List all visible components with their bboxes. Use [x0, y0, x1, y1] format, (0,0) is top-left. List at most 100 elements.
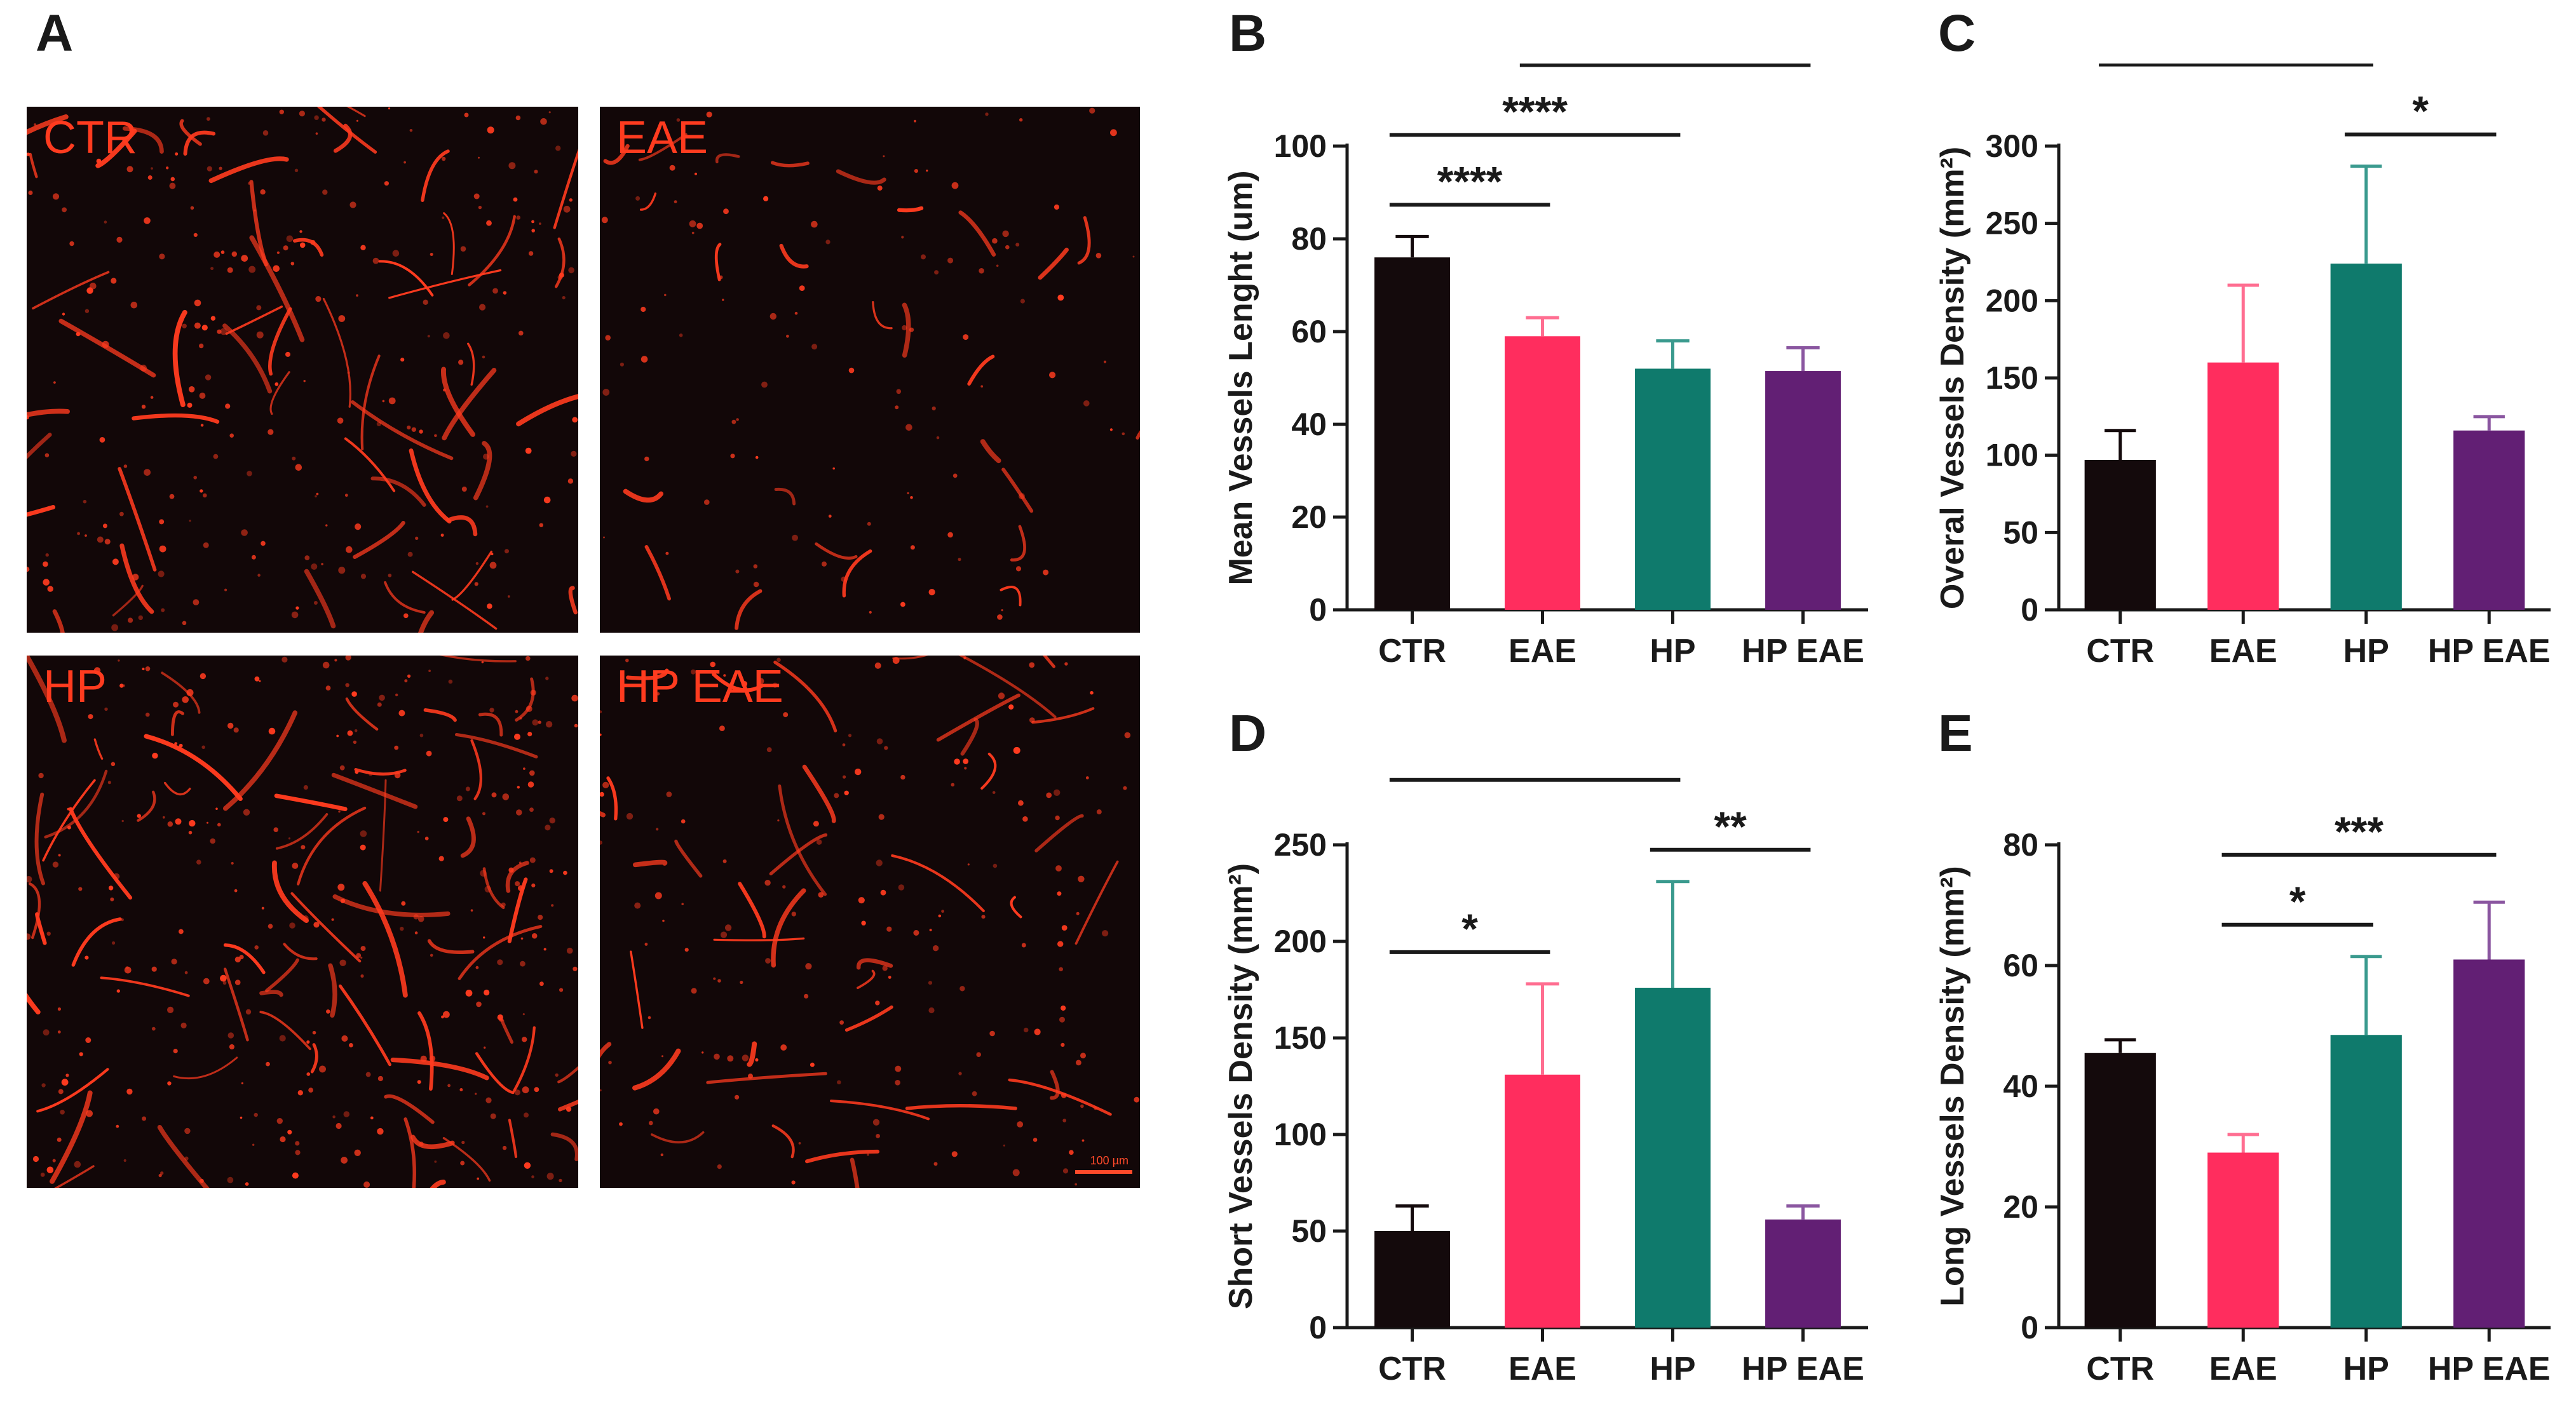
- vessel-dot: [38, 772, 44, 779]
- vessel-segment: [1038, 247, 1069, 280]
- vessel-dot: [229, 433, 234, 438]
- vessel-dot: [150, 396, 154, 399]
- vessel-dot: [398, 710, 405, 717]
- vessel-segment: [384, 581, 426, 614]
- vessel-segment: [805, 1149, 880, 1164]
- vessel-dot: [32, 1155, 39, 1162]
- vessel-dot: [96, 158, 102, 164]
- vessel-dot: [1021, 943, 1026, 948]
- vessel-segment: [891, 854, 985, 913]
- vessel-dot: [676, 118, 681, 122]
- vessel-dot: [947, 532, 953, 538]
- vessel-dot: [167, 821, 173, 827]
- vessel-dot: [713, 977, 716, 980]
- vessel-dot: [1003, 1144, 1005, 1147]
- vessel-segment: [409, 448, 452, 524]
- vessel-segment: [606, 776, 618, 821]
- vessel-dot: [356, 294, 358, 297]
- vessel-dot: [1013, 746, 1020, 754]
- vessel-dot: [1123, 786, 1127, 790]
- vessel-dot: [116, 989, 120, 993]
- vessel-dot: [1005, 245, 1010, 250]
- vessel-dot: [179, 929, 184, 934]
- vessel-dot: [929, 929, 932, 932]
- y-tick-label: 200: [1274, 924, 1327, 959]
- vessel-dot: [985, 112, 989, 116]
- vessel-dot: [483, 454, 489, 460]
- vessel-dot: [571, 694, 578, 702]
- vessel-segment: [27, 656, 67, 743]
- vessel-dot: [484, 989, 490, 996]
- vessel-segment: [553, 148, 578, 229]
- vessel-dot: [225, 403, 231, 409]
- vessel-segment: [42, 779, 96, 862]
- vessel-dot: [215, 807, 218, 810]
- bar: [1765, 371, 1841, 610]
- vessel-dot: [1019, 118, 1023, 122]
- vessel-dot: [681, 819, 686, 824]
- vessel-dot: [295, 606, 299, 610]
- vessel-dot: [257, 574, 261, 577]
- vessel-segment: [223, 710, 298, 811]
- vessel-dot: [331, 918, 334, 921]
- vessel-segment: [249, 180, 268, 267]
- vessel-dot: [395, 693, 398, 697]
- vessel-dot: [934, 270, 939, 275]
- vessel-segment: [778, 784, 827, 896]
- vessel-dot: [220, 974, 227, 982]
- vessel-dot: [376, 421, 382, 427]
- vessel-dot: [27, 415, 29, 420]
- vessel-dot: [182, 621, 187, 626]
- vessel-dot: [695, 172, 697, 175]
- vessel-dot: [1033, 1138, 1038, 1142]
- vessel-dot: [259, 680, 261, 682]
- vessel-dot: [895, 1065, 902, 1072]
- vessel-dot: [53, 381, 56, 384]
- vessel-segment: [902, 302, 911, 358]
- vessel-dot: [261, 541, 266, 546]
- vessel-segment: [346, 107, 366, 118]
- vessel-dot: [1046, 792, 1052, 798]
- vessel-dot: [210, 838, 216, 844]
- vessel-dot: [1076, 912, 1080, 915]
- vessel-segment: [310, 1043, 318, 1074]
- vessel-segment: [172, 309, 187, 407]
- vessel-dot: [145, 666, 151, 671]
- vessel-dot: [882, 966, 888, 971]
- x-tick-label: CTR: [1378, 1350, 1446, 1387]
- vessel-segment: [1031, 707, 1095, 724]
- bar: [2084, 1053, 2156, 1328]
- vessel-dot: [783, 712, 789, 718]
- vessel-segment: [293, 238, 324, 257]
- vessel-dot: [717, 1164, 722, 1169]
- vessel-dot: [392, 250, 400, 257]
- vessel-dot: [1103, 360, 1107, 363]
- vessel-segment: [208, 156, 289, 184]
- vessel-dot: [337, 417, 344, 424]
- vessel-dot: [99, 437, 105, 443]
- vessel-dot: [193, 232, 198, 237]
- vessel-dot: [786, 334, 789, 338]
- vessel-dot: [407, 551, 413, 557]
- vessel-dot: [303, 785, 308, 790]
- vessel-segment: [27, 433, 52, 460]
- vessel-segment: [161, 671, 201, 714]
- vessel-dot: [947, 257, 954, 264]
- vessel-segment: [183, 130, 216, 156]
- vessel-dot: [313, 922, 320, 928]
- vessel-dot: [240, 1116, 243, 1119]
- y-tick-label: 0: [1309, 1310, 1327, 1345]
- vessel-dot: [363, 1181, 370, 1188]
- vessel-dot: [1102, 930, 1109, 937]
- vessel-segment: [118, 467, 157, 572]
- vessel-dot: [605, 335, 611, 340]
- vessel-dot: [562, 296, 566, 300]
- vessel-dot: [261, 906, 264, 910]
- vessel-dot: [967, 863, 970, 866]
- vessel-dot: [527, 732, 532, 737]
- vessel-dot: [85, 955, 89, 960]
- vessel-dot: [563, 205, 571, 213]
- vessel-dot: [138, 615, 143, 621]
- vessel-dot: [763, 196, 769, 201]
- vessel-dot: [174, 742, 178, 745]
